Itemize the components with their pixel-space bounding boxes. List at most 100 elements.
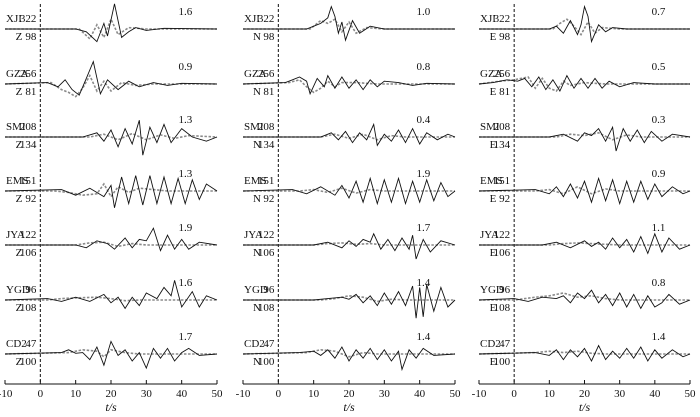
- x-tick-label: 10: [308, 388, 320, 400]
- component-label: Z: [16, 247, 23, 259]
- observed-waveform: [242, 176, 456, 206]
- distance-label: 108: [258, 302, 275, 314]
- x-tick-label: 50: [450, 388, 462, 400]
- synthetic-waveform: [242, 78, 455, 94]
- azimuth-label: 151: [258, 175, 275, 187]
- observed-waveform: [479, 125, 691, 152]
- station-label: GZA: [6, 68, 29, 80]
- x-axis-label: t/s: [105, 400, 117, 414]
- synthetic-waveform: [243, 187, 455, 194]
- component-label: N: [253, 247, 261, 259]
- synthetic-waveform: [479, 18, 690, 37]
- amplitude-ratio-label: 1.3: [179, 114, 193, 126]
- amplitude-ratio-label: 1.3: [179, 168, 193, 180]
- azimuth-label: 122: [258, 229, 275, 241]
- x-tick-label: 40: [176, 388, 188, 400]
- azimuth-label: 208: [494, 121, 511, 133]
- distance-label: 98: [499, 31, 511, 43]
- distance-label: 134: [494, 139, 511, 151]
- observed-waveform: [478, 289, 691, 310]
- station-label: SMI: [244, 121, 264, 133]
- component-label: E: [490, 139, 497, 151]
- station-label: GZA: [244, 68, 267, 80]
- distance-label: 92: [263, 193, 274, 205]
- x-tick-label: 0: [38, 388, 44, 400]
- amplitude-ratio-label: 1.6: [179, 277, 193, 289]
- amplitude-ratio-label: 1.4: [652, 331, 666, 343]
- amplitude-ratio-label: 0.9: [179, 61, 193, 73]
- station-label: EMS: [6, 175, 29, 187]
- component-label: Z: [16, 86, 23, 98]
- amplitude-ratio-label: 1.6: [179, 6, 193, 18]
- component-label: N: [253, 356, 261, 368]
- station-label: SMI: [480, 121, 500, 133]
- observed-waveform: [478, 176, 691, 206]
- observed-waveform: [242, 74, 456, 96]
- station-label: XJI: [480, 13, 496, 25]
- station-label: YGD: [6, 284, 30, 296]
- component-label: E: [490, 356, 497, 368]
- synthetic-waveform: [479, 131, 690, 141]
- synthetic-waveform: [242, 348, 455, 358]
- x-tick-label: -10: [236, 388, 251, 400]
- azimuth-label: 322: [20, 13, 37, 25]
- distance-label: 81: [25, 86, 36, 98]
- station-label: CD2: [480, 338, 501, 350]
- azimuth-label: 208: [20, 121, 37, 133]
- station-label: CD2: [6, 338, 27, 350]
- component-label: N: [253, 302, 261, 314]
- station-label: EMS: [480, 175, 503, 187]
- component-label: E: [490, 86, 497, 98]
- distance-label: 92: [25, 193, 36, 205]
- azimuth-label: 122: [494, 229, 511, 241]
- azimuth-label: 151: [20, 175, 37, 187]
- x-tick-label: 10: [70, 388, 82, 400]
- x-tick-label: 30: [614, 388, 626, 400]
- observed-waveform: [242, 346, 456, 372]
- observed-waveform: [243, 5, 455, 42]
- component-label: Z: [16, 356, 23, 368]
- component-label: N: [253, 31, 261, 43]
- distance-label: 108: [494, 302, 511, 314]
- amplitude-ratio-label: 1.7: [417, 222, 431, 234]
- observed-waveform: [4, 280, 218, 310]
- x-tick-label: 20: [106, 388, 118, 400]
- station-label: XJI: [244, 13, 260, 25]
- azimuth-label: 96: [499, 284, 511, 296]
- component-label: Z: [16, 193, 23, 205]
- component-label: E: [490, 247, 497, 259]
- distance-label: 134: [20, 139, 37, 151]
- distance-label: 81: [263, 86, 274, 98]
- distance-label: 81: [499, 86, 510, 98]
- component-label: N: [253, 193, 261, 205]
- distance-label: 98: [263, 31, 275, 43]
- distance-label: 108: [20, 302, 37, 314]
- observed-waveform: [479, 4, 690, 44]
- x-tick-label: 20: [344, 388, 356, 400]
- amplitude-ratio-label: 0.5: [652, 61, 666, 73]
- amplitude-ratio-label: 1.4: [417, 277, 431, 289]
- azimuth-label: 322: [494, 13, 511, 25]
- x-tick-label: 50: [685, 388, 697, 400]
- distance-label: 100: [20, 356, 37, 368]
- component-label: E: [490, 302, 497, 314]
- amplitude-ratio-label: 0.9: [652, 168, 666, 180]
- distance-label: 100: [258, 356, 275, 368]
- synthetic-waveform: [479, 292, 690, 301]
- azimuth-label: 47: [499, 338, 511, 350]
- azimuth-label: 47: [25, 338, 37, 350]
- component-label: E: [490, 193, 497, 205]
- observed-waveform: [243, 284, 456, 319]
- observed-waveform: [4, 60, 218, 96]
- amplitude-ratio-label: 0.8: [652, 277, 666, 289]
- amplitude-ratio-label: 0.8: [417, 61, 431, 73]
- component-label: Z: [16, 302, 23, 314]
- station-label: JYA: [6, 229, 25, 241]
- observed-waveform: [243, 122, 456, 147]
- x-tick-label: 40: [414, 388, 426, 400]
- amplitude-ratio-label: 1.0: [417, 6, 431, 18]
- synthetic-waveform: [5, 132, 218, 141]
- distance-label: 134: [258, 139, 275, 151]
- observed-waveform: [478, 74, 690, 92]
